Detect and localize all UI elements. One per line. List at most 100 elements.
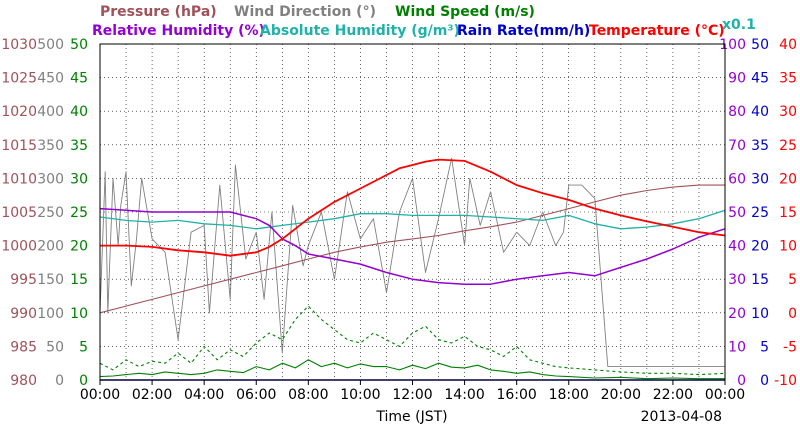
y-tick-label-temp: 0 — [788, 306, 797, 322]
legend-wind-direction: Wind Direction (°) — [234, 4, 376, 20]
y-tick-label-wind_speed: 35 — [70, 138, 88, 154]
y-tick-label-rh: 0 — [737, 373, 746, 389]
legend-wind-speed: Wind Speed (m/s) — [395, 4, 535, 20]
x-tick-label: 12:00 — [392, 387, 432, 403]
y-tick-label-temp: 40 — [779, 37, 797, 53]
y-tick-label-wind_speed: 20 — [70, 239, 88, 255]
legend-temperature: Temperature (°C) — [589, 23, 725, 39]
y-tick-label-rain: 0 — [760, 373, 769, 389]
y-tick-label-wind_dir: 250 — [37, 205, 64, 221]
y-tick-label-rain: 40 — [751, 104, 769, 120]
y-tick-label-wind_dir: 450 — [37, 71, 64, 87]
y-tick-label-rain: 45 — [751, 71, 769, 87]
y-tick-label-wind_dir: 200 — [37, 239, 64, 255]
legend-pressure: Pressure (hPa) — [100, 4, 217, 20]
y-tick-label-temp: 35 — [779, 71, 797, 87]
y-tick-label-pressure: 1030 — [1, 37, 37, 53]
series-pressure — [99, 184, 725, 314]
y-tick-label-rh: 50 — [728, 205, 746, 221]
y-tick-label-rain: 15 — [751, 272, 769, 288]
x-axis-title: Time (JST) — [375, 409, 447, 425]
y-tick-label-wind_dir: 150 — [37, 272, 64, 288]
y-tick-label-wind_speed: 0 — [79, 373, 88, 389]
y-tick-label-wind_dir: 350 — [37, 138, 64, 154]
series-wind-speed — [99, 359, 725, 380]
y-tick-label-wind_dir: 400 — [37, 104, 64, 120]
y-tick-label-rh: 30 — [728, 272, 746, 288]
y-tick-label-wind_speed: 30 — [70, 171, 88, 187]
y-tick-label-temp: 5 — [788, 272, 797, 288]
y-tick-label-pressure: 1015 — [1, 138, 37, 154]
y-tick-label-rain: 25 — [751, 205, 769, 221]
y-tick-label-temp: -10 — [774, 373, 797, 389]
x-tick-label: 10:00 — [340, 387, 380, 403]
series-rh — [99, 207, 726, 285]
x-tick-label: 00:00 — [80, 387, 120, 403]
x-tick-label: 20:00 — [601, 387, 641, 403]
series-temp — [100, 158, 726, 257]
y-tick-label-pressure: 1025 — [1, 71, 37, 87]
y-tick-label-pressure: 980 — [10, 373, 37, 389]
y-tick-label-rh: 40 — [728, 239, 746, 255]
x-tick-label: 00:00 — [705, 387, 745, 403]
x-tick-label: 02:00 — [132, 387, 172, 403]
y-tick-label-wind_speed: 5 — [79, 339, 88, 355]
y-tick-label-wind_dir: 300 — [37, 171, 64, 187]
y-tick-label-wind_speed: 10 — [70, 306, 88, 322]
y-tick-label-rain: 50 — [751, 37, 769, 53]
legend-row-2: Relative Humidity (%) Absolute Humidity … — [92, 17, 756, 39]
y-tick-label-pressure: 1010 — [1, 171, 37, 187]
y-tick-label-pressure: 1005 — [1, 205, 37, 221]
y-tick-label-rh: 80 — [728, 104, 746, 120]
y-tick-label-rh: 10 — [728, 339, 746, 355]
y-tick-label-wind_dir: 50 — [46, 339, 64, 355]
x-axis: 00:00 02:00 04:00 06:00 08:00 10:00 12:00 14:00… — [80, 380, 745, 403]
x-tick-label: 06:00 — [236, 387, 276, 403]
y-tick-label-wind_speed: 40 — [70, 104, 88, 120]
y-tick-label-pressure: 985 — [10, 339, 37, 355]
y-tick-label-rh: 90 — [728, 71, 746, 87]
y-tick-label-pressure: 990 — [10, 306, 37, 322]
y-tick-label-rain: 30 — [751, 171, 769, 187]
legend-absolute-humidity: Absolute Humidity (g/m³) — [260, 23, 460, 39]
y-tick-label-temp: 15 — [779, 205, 797, 221]
y-tick-label-temp: 20 — [779, 171, 797, 187]
y-tick-label-rh: 100 — [719, 37, 746, 53]
legend-row-1: Pressure (hPa) Wind Direction (°) Wind S… — [100, 4, 535, 20]
y-tick-label-wind_speed: 15 — [70, 272, 88, 288]
y-tick-label-wind_speed: 50 — [70, 37, 88, 53]
y-tick-label-wind_dir: 500 — [37, 37, 64, 53]
y-tick-label-temp: -5 — [783, 339, 797, 355]
x-tick-label: 14:00 — [444, 387, 484, 403]
y-tick-label-pressure: 1000 — [1, 239, 37, 255]
y-tick-label-pressure: 1020 — [1, 104, 37, 120]
legend-ah-scale: x0.1 — [722, 17, 756, 33]
y-tick-label-wind_dir: 0 — [55, 373, 64, 389]
chart-date: 2013-04-08 — [641, 409, 722, 425]
x-tick-label: 04:00 — [184, 387, 224, 403]
y-tick-label-rain: 5 — [760, 339, 769, 355]
y-tick-label-rain: 35 — [751, 138, 769, 154]
axis-tick-labels: 9809859909951000100510101015102010251030… — [1, 37, 797, 389]
y-tick-label-pressure: 995 — [10, 272, 37, 288]
y-tick-label-rh: 60 — [728, 171, 746, 187]
y-tick-label-wind_dir: 100 — [37, 306, 64, 322]
legend-rain-rate: Rain Rate(mm/h) — [457, 23, 590, 39]
y-tick-label-rain: 20 — [751, 239, 769, 255]
y-tick-label-temp: 30 — [779, 104, 797, 120]
y-tick-label-temp: 25 — [779, 138, 797, 154]
y-tick-label-rh: 70 — [728, 138, 746, 154]
y-tick-label-rain: 10 — [751, 306, 769, 322]
series-ah — [99, 209, 726, 230]
x-tick-label: 22:00 — [653, 387, 693, 403]
legend-relative-humidity: Relative Humidity (%) — [92, 23, 265, 39]
y-tick-label-temp: 10 — [779, 239, 797, 255]
x-tick-label: 16:00 — [496, 387, 536, 403]
x-tick-label: 08:00 — [288, 387, 328, 403]
y-tick-label-wind_speed: 25 — [70, 205, 88, 221]
series-wind-dir — [99, 157, 725, 368]
y-tick-label-wind_speed: 45 — [70, 71, 88, 87]
y-tick-label-rh: 20 — [728, 306, 746, 322]
